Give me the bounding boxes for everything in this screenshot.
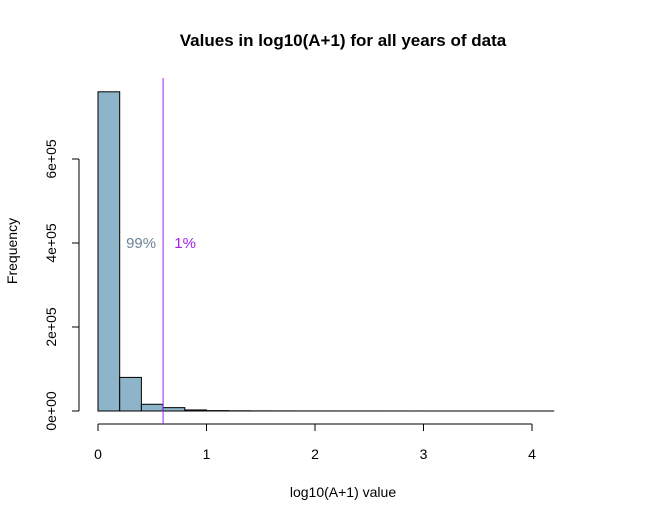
x-tick-label: 3 [420,446,428,462]
x-tick-label: 0 [94,446,102,462]
y-tick-label: 4e+05 [43,223,59,263]
y-axis-label: Frequency [4,218,20,284]
histogram-bar [140,403,164,412]
axes-layer: 0 1 2 3 4 0e+00 2e+05 4e+05 6e+05 [43,139,536,462]
x-axis-label: log10(A+1) value [290,484,396,500]
y-tick-label: 6e+05 [43,139,59,179]
histogram-bar [97,91,121,412]
annotation-1-percent: 1% [174,235,196,252]
y-tick-label: 0e+00 [43,391,59,431]
bars-layer [97,91,555,412]
x-tick-label: 2 [311,446,319,462]
chart-title: Values in log10(A+1) for all years of da… [180,31,507,50]
histogram-bar [119,376,142,412]
x-tick-label: 1 [203,446,211,462]
annotation-99-percent: 99% [126,235,156,252]
y-tick-label: 2e+05 [43,307,59,347]
x-tick-label: 4 [528,446,536,462]
histogram-bar [184,409,208,412]
histogram-bar [162,407,186,412]
